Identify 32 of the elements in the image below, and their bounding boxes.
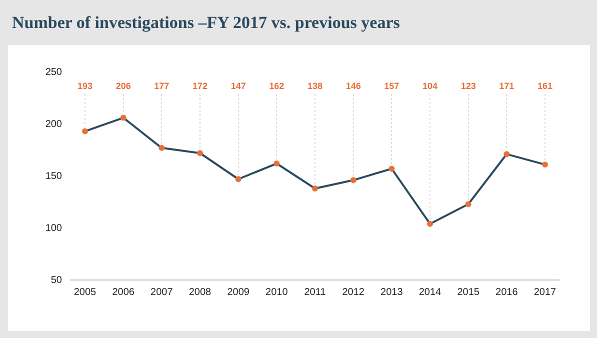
data-label: 146	[346, 81, 361, 91]
data-label: 147	[230, 81, 246, 91]
x-tick-label: 2014	[418, 287, 442, 298]
data-label: 162	[269, 81, 284, 91]
data-label: 157	[384, 81, 400, 91]
data-label: 193	[77, 81, 93, 91]
y-tick-label: 50	[50, 275, 62, 286]
chart-title: Number of investigations –FY 2017 vs. previous years	[12, 13, 400, 32]
x-tick-label: 2016	[496, 287, 518, 298]
x-tick-label: 2011	[304, 287, 326, 298]
x-tick-label: 2015	[457, 287, 480, 298]
data-label: 177	[154, 81, 170, 91]
y-tick-label: 100	[45, 223, 62, 234]
x-tick-label: 2008	[188, 287, 212, 298]
x-tick-label: 2006	[112, 287, 135, 298]
y-tick-label: 250	[45, 67, 62, 78]
y-tick-label: 150	[45, 171, 62, 182]
x-tick-label: 2017	[534, 287, 557, 298]
x-tick-label: 2007	[150, 287, 174, 298]
data-label: 161	[537, 81, 553, 91]
y-tick-label: 200	[45, 119, 62, 130]
data-label: 206	[116, 81, 131, 91]
data-label: 138	[307, 81, 323, 91]
x-tick-label: 2005	[74, 287, 97, 298]
data-label: 172	[192, 81, 208, 91]
x-tick-label: 2012	[342, 287, 365, 298]
x-tick-label: 2009	[227, 287, 250, 298]
x-tick-label: 2010	[266, 287, 288, 298]
x-tick-label: 2013	[380, 287, 404, 298]
data-label: 171	[499, 81, 514, 91]
data-label: 104	[422, 81, 438, 91]
data-label: 123	[460, 81, 476, 91]
